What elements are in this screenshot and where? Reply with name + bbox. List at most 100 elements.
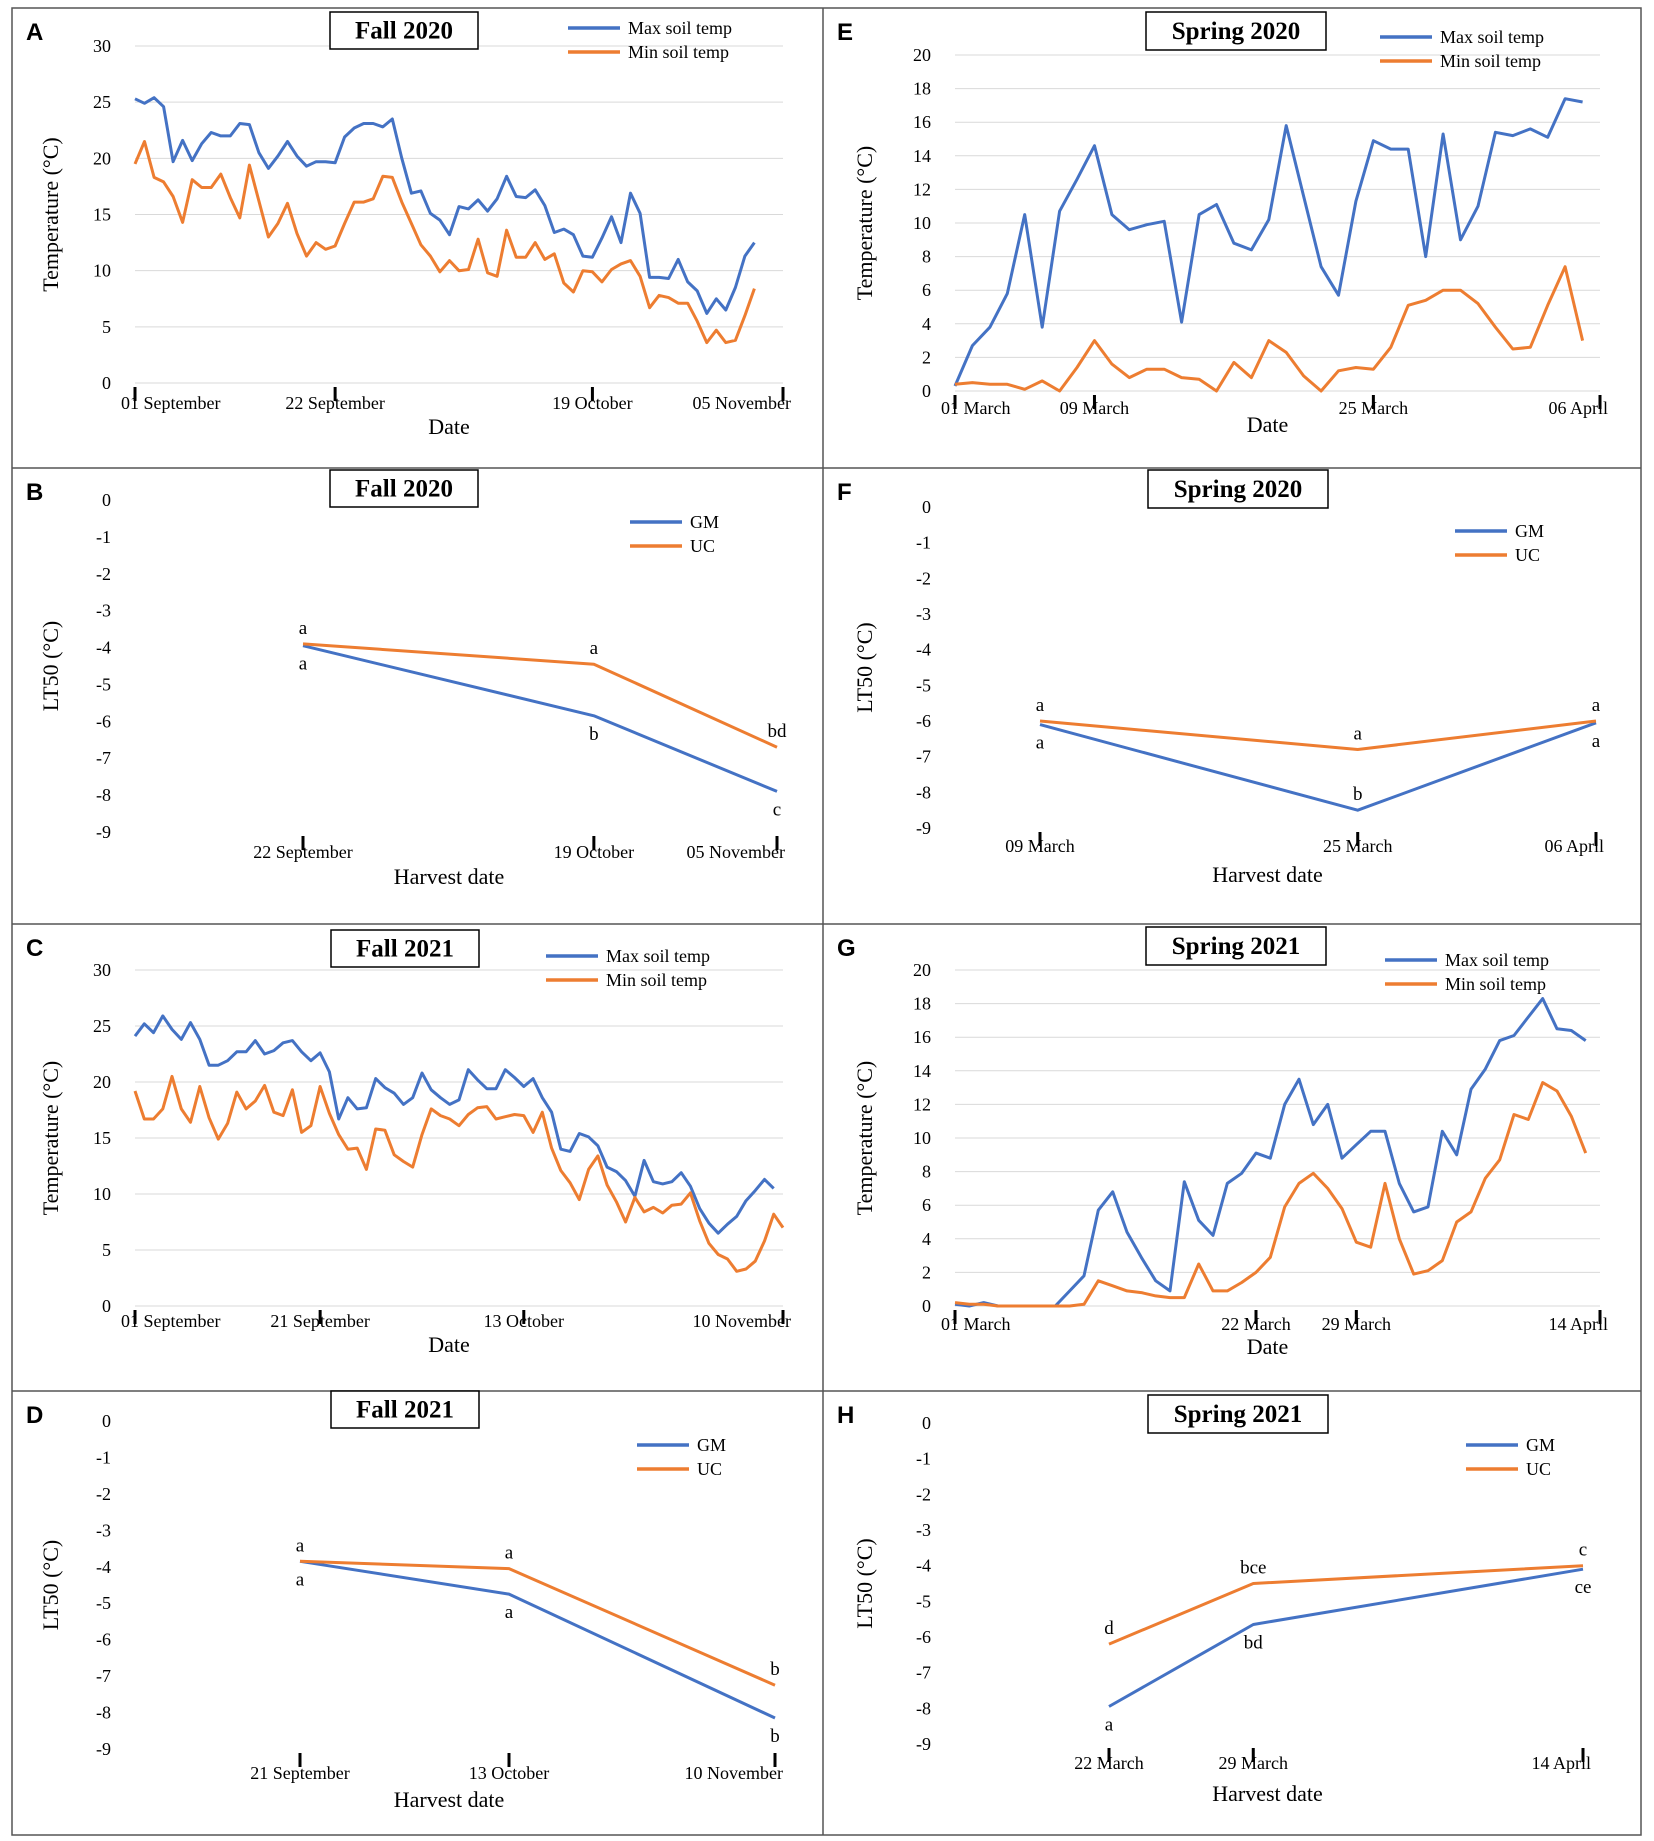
series-line-max-soil-temp — [134, 96, 756, 315]
legend-label: GM — [1515, 521, 1544, 541]
significance-label: a — [505, 1602, 514, 1623]
y-tick-label: -9 — [916, 818, 931, 838]
chart-title-box — [1147, 1394, 1329, 1434]
y-tick-label: 14 — [913, 1061, 931, 1081]
x-tick-label: 09 March — [1060, 398, 1129, 418]
x-axis-label: Harvest date — [394, 1787, 505, 1812]
y-axis-label: Temperature (°C) — [852, 1061, 877, 1215]
legend: Max soil temp Min soil temp — [1380, 27, 1544, 71]
y-tick-label: 16 — [913, 1027, 931, 1047]
y-tick-label: -6 — [96, 711, 111, 731]
y-tick-label: -5 — [96, 674, 111, 694]
y-tick-label: 10 — [913, 213, 931, 233]
x-tick-label: 01 September — [121, 1311, 220, 1331]
y-tick-label: 2 — [922, 347, 931, 367]
x-tick-label: 29 March — [1322, 1314, 1391, 1334]
y-tick-label: 8 — [922, 1162, 931, 1182]
y-tick-label: -4 — [916, 1556, 931, 1576]
legend-label: Min soil temp — [1440, 51, 1541, 71]
y-tick-label: -1 — [96, 1447, 111, 1467]
y-tick-label: 0 — [922, 1413, 931, 1433]
x-tick-label: 10 November — [685, 1763, 783, 1783]
legend-label: GM — [690, 512, 719, 532]
y-tick-label: -2 — [916, 1484, 931, 1504]
x-tick-label: 21 September — [270, 1311, 369, 1331]
x-tick-label: 01 March — [941, 398, 1010, 418]
y-axis-label: LT50 (°C) — [38, 1540, 63, 1630]
chart-title-box — [1145, 11, 1327, 51]
y-tick-label: 8 — [922, 247, 931, 267]
series-line-max-soil-temp — [953, 97, 1583, 387]
chart-title-box — [1145, 926, 1327, 966]
legend: GM UC — [1466, 1435, 1555, 1479]
significance-label: a — [299, 618, 308, 639]
y-tick-label: 0 — [102, 373, 111, 393]
chart-title: Spring 2021 — [1174, 1401, 1303, 1428]
x-tick-label: 01 September — [121, 393, 220, 413]
y-axis-label: Temperature (°C) — [38, 1061, 63, 1215]
panel-letter: G — [837, 935, 856, 962]
legend: GM UC — [637, 1435, 726, 1479]
y-tick-label: 12 — [913, 1094, 931, 1114]
y-tick-label: -2 — [96, 564, 111, 584]
y-tick-label: 0 — [102, 1411, 111, 1431]
x-axis-label: Date — [428, 1332, 470, 1357]
y-axis-label: LT50 (°C) — [852, 622, 877, 712]
significance-label: a — [1592, 695, 1601, 716]
x-tick-label: 21 September — [250, 1763, 349, 1783]
significance-label: bce — [1240, 1558, 1266, 1579]
x-tick-label: 06 April — [1548, 398, 1608, 418]
y-tick-label: 30 — [93, 960, 111, 980]
x-tick-label: 05 November — [687, 842, 785, 862]
series-line-max-soil-temp — [954, 997, 1587, 1308]
y-tick-label: 20 — [93, 148, 111, 168]
y-tick-label: 0 — [922, 497, 931, 517]
panel-D: D 0 -1 -2 -3 -4 -5 -6 -7 -8 -9 21 September 13 Octob… — [26, 1390, 783, 1812]
panel-letter: B — [26, 479, 43, 506]
series-line-uc — [1108, 1564, 1584, 1646]
chart-title: Spring 2020 — [1172, 18, 1301, 45]
series-line-gm — [1108, 1567, 1584, 1708]
x-axis-label: Harvest date — [1212, 862, 1323, 887]
y-tick-label: 20 — [913, 960, 931, 980]
y-tick-label: -7 — [916, 747, 931, 767]
significance-label: b — [589, 724, 599, 745]
y-axis-label: LT50 (°C) — [38, 621, 63, 711]
y-tick-label: -6 — [916, 711, 931, 731]
y-tick-label: 18 — [913, 79, 931, 99]
legend-label: UC — [690, 536, 715, 556]
legend-label: Max soil temp — [606, 946, 710, 966]
x-tick-label: 13 October — [484, 1311, 564, 1331]
chart-title-box — [1147, 469, 1329, 509]
y-tick-label: 16 — [913, 112, 931, 132]
x-tick-label: 25 March — [1323, 836, 1392, 856]
panel-C: C 0 5 10 15 20 25 30 01 September 21 September 13 … — [26, 929, 791, 1357]
chart-title: Fall 2021 — [356, 936, 454, 963]
x-tick-label: 19 October — [552, 393, 632, 413]
series-line-uc — [1039, 719, 1597, 751]
legend: Max soil temp Min soil temp — [568, 18, 732, 62]
chart-title: Fall 2021 — [356, 1397, 454, 1424]
y-tick-label: 4 — [922, 314, 931, 334]
y-tick-label: -6 — [916, 1627, 931, 1647]
y-tick-label: -3 — [96, 1520, 111, 1540]
y-axis-label: LT50 (°C) — [852, 1538, 877, 1628]
chart-title: Spring 2020 — [1174, 476, 1303, 503]
series-line-min-soil-temp — [133, 1074, 785, 1273]
y-tick-label: -5 — [916, 675, 931, 695]
legend: GM UC — [630, 512, 719, 556]
significance-label: a — [296, 1569, 305, 1590]
panel-F: F 0 -1 -2 -3 -4 -5 -6 -7 -8 -9 09 March 25 March 06 A… — [837, 469, 1604, 887]
series-line-gm — [1039, 721, 1597, 812]
significance-label: a — [1036, 733, 1045, 754]
x-axis-label: Harvest date — [394, 864, 505, 889]
y-tick-label: -4 — [916, 640, 931, 660]
series-line-min-soil-temp — [133, 140, 756, 345]
panel-letter: D — [26, 1402, 43, 1429]
x-tick-label: 29 March — [1219, 1753, 1288, 1773]
significance-label: b — [770, 1726, 780, 1747]
legend-label: UC — [697, 1459, 722, 1479]
y-tick-label: 14 — [913, 146, 931, 166]
legend-label: Max soil temp — [1445, 950, 1549, 970]
y-tick-label: -1 — [916, 1449, 931, 1469]
